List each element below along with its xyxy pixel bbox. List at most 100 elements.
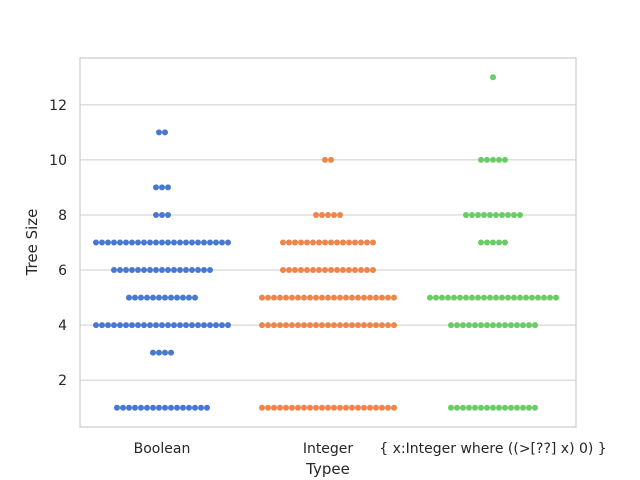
data-point [219, 322, 225, 329]
data-point [439, 294, 445, 301]
data-point [358, 267, 364, 274]
data-point [493, 211, 499, 218]
y-tick-label: 6 [58, 263, 67, 279]
data-point [484, 322, 490, 329]
data-point [304, 239, 310, 246]
data-point [355, 322, 361, 329]
data-point [201, 239, 207, 246]
data-point [201, 267, 207, 274]
data-point [349, 322, 355, 329]
data-point [153, 184, 159, 191]
data-point [295, 404, 301, 411]
data-point [379, 322, 385, 329]
data-point [520, 404, 526, 411]
data-point [325, 211, 331, 218]
data-point [165, 211, 171, 218]
data-point [307, 404, 313, 411]
data-point [271, 404, 277, 411]
data-point [367, 294, 373, 301]
data-point [120, 404, 126, 411]
data-point [123, 239, 129, 246]
data-point [385, 404, 391, 411]
data-point [192, 294, 198, 301]
data-point [111, 322, 117, 329]
data-point [277, 404, 283, 411]
data-point [514, 322, 520, 329]
data-point [325, 322, 331, 329]
data-point [379, 294, 385, 301]
data-point [126, 404, 132, 411]
data-point [292, 267, 298, 274]
data-point [219, 239, 225, 246]
data-point [177, 267, 183, 274]
data-point [391, 322, 397, 329]
data-point [379, 404, 385, 411]
data-point [361, 404, 367, 411]
data-point [307, 322, 313, 329]
data-point [313, 211, 319, 218]
data-point [481, 211, 487, 218]
data-point [105, 322, 111, 329]
data-point [319, 322, 325, 329]
data-point [156, 294, 162, 301]
data-point [313, 294, 319, 301]
data-point [448, 322, 454, 329]
data-point [298, 239, 304, 246]
data-point [195, 322, 201, 329]
data-point [514, 404, 520, 411]
data-point [364, 267, 370, 274]
data-point [99, 322, 105, 329]
data-point [117, 267, 123, 274]
data-point [283, 294, 289, 301]
data-point [487, 294, 493, 301]
data-point [505, 211, 511, 218]
data-point [337, 294, 343, 301]
data-point [162, 404, 168, 411]
data-point [499, 211, 505, 218]
data-point [373, 294, 379, 301]
data-point [147, 267, 153, 274]
data-point [322, 267, 328, 274]
data-point [487, 211, 493, 218]
data-point [352, 267, 358, 274]
data-point [259, 404, 265, 411]
data-point [502, 404, 508, 411]
data-point [349, 294, 355, 301]
data-point [361, 294, 367, 301]
data-point [484, 404, 490, 411]
data-point [150, 404, 156, 411]
data-point [177, 322, 183, 329]
data-point [493, 294, 499, 301]
data-point [144, 404, 150, 411]
data-point [391, 404, 397, 411]
data-point [189, 239, 195, 246]
data-point [286, 239, 292, 246]
data-point [484, 239, 490, 246]
y-tick-label: 4 [58, 318, 67, 334]
data-point [289, 404, 295, 411]
data-point [466, 322, 472, 329]
data-point [370, 239, 376, 246]
y-tick-labels: 2 4 6 8 10 12 [49, 98, 67, 389]
data-point [529, 294, 535, 301]
data-point [343, 404, 349, 411]
data-point [265, 294, 271, 301]
data-point [484, 156, 490, 163]
y-axis-label: Tree Size [23, 209, 41, 277]
data-point [159, 211, 165, 218]
data-point [153, 239, 159, 246]
data-point [198, 404, 204, 411]
data-point [162, 294, 168, 301]
data-point [553, 294, 559, 301]
data-point [123, 322, 129, 329]
data-point [165, 267, 171, 274]
data-point [478, 156, 484, 163]
data-point [448, 404, 454, 411]
data-point [328, 156, 334, 163]
data-point [183, 239, 189, 246]
data-point [165, 322, 171, 329]
data-point [186, 294, 192, 301]
y-tick-label: 12 [49, 98, 67, 114]
data-point [427, 294, 433, 301]
data-point [466, 404, 472, 411]
